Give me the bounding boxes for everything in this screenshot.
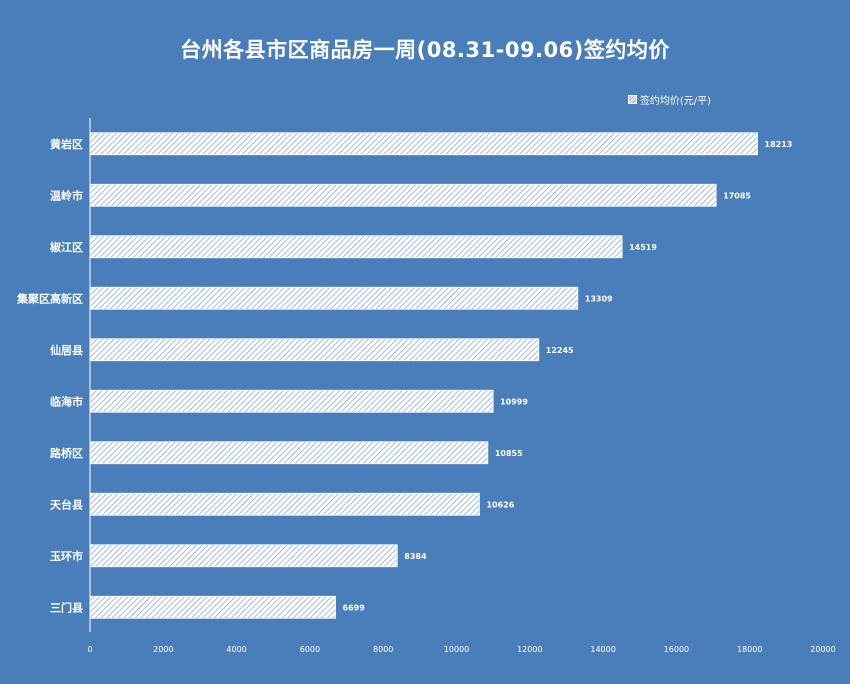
bar <box>89 183 717 207</box>
legend-swatch <box>627 95 637 104</box>
bar <box>89 544 398 568</box>
data-label: 10999 <box>500 397 528 406</box>
x-tick-label: 16000 <box>664 645 689 654</box>
legend: 签约均价(元/平) <box>627 92 711 107</box>
category-label: 临海市 <box>50 394 83 408</box>
category-label: 三门县 <box>50 600 83 614</box>
bar <box>89 389 494 413</box>
data-label: 18213 <box>765 140 793 149</box>
bar <box>89 595 336 619</box>
x-tick-label: 20000 <box>810 645 835 654</box>
bar <box>89 492 480 516</box>
x-tick-label: 0 <box>87 645 92 654</box>
legend-label: 签约均价(元/平) <box>639 96 711 107</box>
category-label: 玉环市 <box>50 549 83 563</box>
x-tick-label: 6000 <box>300 645 320 654</box>
bar <box>89 338 540 362</box>
x-tick-label: 12000 <box>517 645 542 654</box>
x-tick-label: 10000 <box>444 645 469 654</box>
x-tick-label: 8000 <box>373 645 393 654</box>
category-label: 椒江区 <box>50 240 83 254</box>
category-label: 天台县 <box>50 497 83 511</box>
category-label: 路桥区 <box>50 446 83 460</box>
x-tick-label: 14000 <box>590 645 615 654</box>
data-label: 10626 <box>486 500 514 509</box>
category-label: 集聚区高新区 <box>16 291 83 305</box>
bar <box>89 441 489 465</box>
bar <box>89 235 623 259</box>
bar <box>89 132 758 156</box>
data-label: 10855 <box>495 449 523 458</box>
data-label: 17085 <box>723 191 751 200</box>
data-label: 12245 <box>546 346 574 355</box>
data-label: 13309 <box>585 294 613 303</box>
category-label: 仙居县 <box>50 343 83 357</box>
data-label: 14519 <box>629 243 657 252</box>
chart-title: 台州各县市区商品房一周(08.31-09.06)签约均价 <box>180 38 670 62</box>
x-tick-label: 4000 <box>226 645 246 654</box>
category-label: 黄岩区 <box>50 137 83 151</box>
x-tick-label: 2000 <box>153 645 173 654</box>
category-label: 温岭市 <box>50 188 83 202</box>
data-label: 8384 <box>404 552 427 561</box>
x-tick-label: 18000 <box>737 645 762 654</box>
data-label: 6699 <box>343 603 366 612</box>
bar <box>89 286 579 310</box>
